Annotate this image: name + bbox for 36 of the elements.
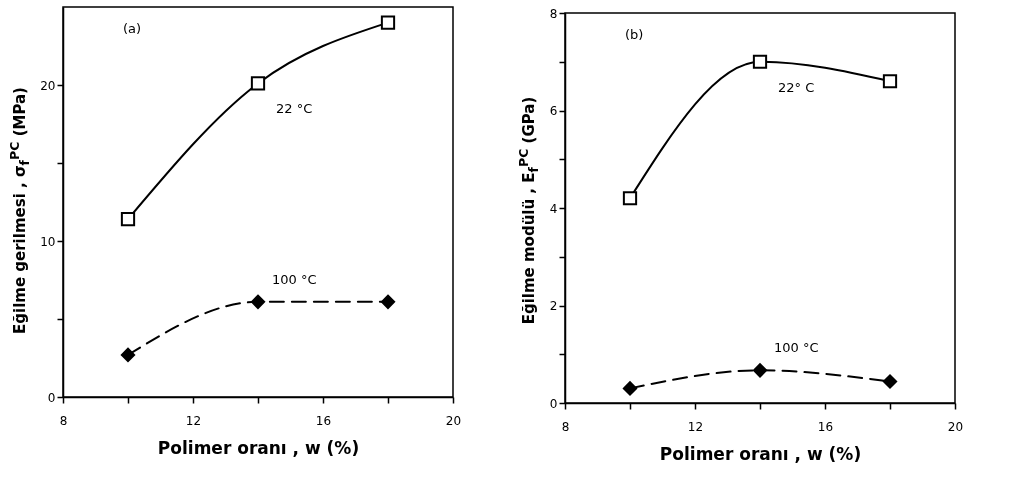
series-label: 22 °C — [276, 101, 313, 117]
x-tick-label: 16 — [817, 419, 834, 434]
x-tick-label: 8 — [59, 413, 68, 428]
y-tick-label: 0 — [47, 390, 56, 405]
y-tick-label: 2 — [549, 299, 558, 313]
series-label: 100 °C — [272, 271, 317, 287]
x-tick-label: 20 — [947, 419, 964, 434]
y-tick-label: 6 — [549, 104, 558, 118]
point — [380, 294, 396, 309]
point — [882, 374, 898, 389]
x-axis-title: Polimer oranı , w (%) — [659, 443, 862, 464]
point — [752, 363, 768, 378]
x-tick-label: 8 — [561, 419, 570, 434]
annotation: (b) — [625, 27, 644, 42]
y-tick-label: 20 — [40, 78, 56, 93]
x-tick-label: 12 — [185, 413, 202, 428]
y-tick-label: 10 — [40, 234, 56, 249]
series-label: 100 °C — [774, 340, 819, 356]
annotation: (a) — [123, 21, 142, 36]
series-label: 22° C — [778, 79, 815, 95]
point — [882, 74, 898, 89]
y-tick-label: 0 — [549, 396, 558, 411]
point — [120, 212, 136, 227]
point — [250, 294, 266, 309]
x-tick-label: 16 — [315, 413, 332, 428]
point — [250, 76, 266, 91]
x-tick-label: 20 — [445, 413, 462, 428]
x-tick-label: 12 — [687, 419, 704, 434]
point — [752, 54, 768, 69]
y-tick-label: 8 — [549, 6, 558, 21]
y-tick-label: 4 — [549, 201, 558, 216]
point — [380, 15, 396, 30]
point — [120, 347, 136, 362]
x-axis-title: Polimer oranı , w (%) — [157, 437, 360, 458]
point — [622, 191, 638, 206]
point — [622, 381, 638, 396]
